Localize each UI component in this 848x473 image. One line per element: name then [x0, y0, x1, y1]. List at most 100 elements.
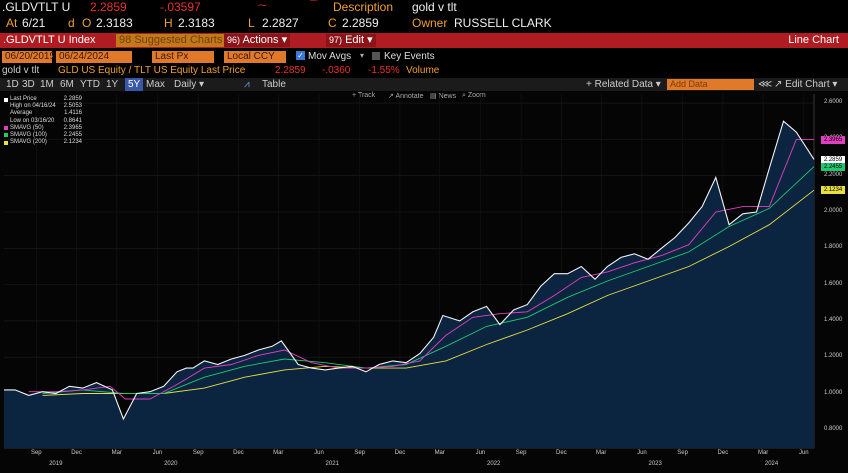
description-value: gold v tlt: [412, 0, 457, 14]
edit-label: Edit: [345, 34, 365, 46]
sma50-line: [28, 138, 814, 400]
x-month-label: Dec: [233, 450, 244, 456]
x-month-label: Sep: [677, 450, 688, 456]
header-row-2: At 6/21 d O 2.3183 H 2.3183 L 2.2827 C 2…: [0, 16, 848, 32]
series-name: gold v tlt: [2, 65, 40, 76]
legend-high: High on 04/16/24 2.5053: [10, 103, 82, 110]
key-events-checkbox[interactable]: [372, 52, 380, 60]
frequency-caret-icon: ▾: [199, 79, 205, 90]
related-label: Related Data: [594, 79, 653, 90]
x-month-label: Jun: [637, 450, 647, 456]
close-label: C: [328, 16, 337, 30]
end-date-field[interactable]: 06/24/2024: [56, 51, 132, 63]
news-tool[interactable]: ▤ News: [430, 92, 456, 100]
period-ytd[interactable]: YTD: [80, 79, 100, 90]
price-area: [4, 121, 814, 448]
title-bar: .GLDVTLT U Index 98 Suggested Charts 96)…: [0, 33, 848, 48]
x-month-label: Mar: [111, 450, 122, 456]
annotate-label: Annotate: [395, 93, 424, 100]
x-month-label: Jun: [152, 450, 163, 456]
start-date-field[interactable]: 06/20/2019: [2, 51, 55, 63]
x-month-label: Mar: [596, 450, 607, 456]
legend-last-price: Last Price 2.2859: [4, 96, 82, 103]
zoom-icon: ⌕: [462, 92, 466, 99]
x-year-label: 2024: [764, 461, 779, 467]
date-separator: -: [50, 51, 54, 62]
x-month-label: Mar: [434, 450, 445, 456]
x-month-label: Sep: [354, 450, 366, 456]
price-tag: 2.1234: [821, 185, 845, 194]
open-value: 2.3183: [96, 16, 133, 30]
period-3d[interactable]: 3D: [22, 79, 35, 90]
x-month-label: Mar: [757, 450, 769, 456]
legend-average: Average 1.4116: [10, 110, 82, 117]
x-month-label: Jun: [798, 450, 809, 456]
series-pct: -1.55%: [368, 65, 400, 76]
x-year-label: 2021: [325, 461, 339, 467]
chart-style-icon[interactable]: ⩘: [244, 79, 250, 90]
x-year-label: 2019: [49, 461, 63, 467]
series-change: -.0360: [322, 65, 351, 76]
y-tick-label: 1.8000: [824, 244, 843, 251]
settings-icon[interactable]: ⋘: [758, 79, 773, 90]
y-tick-label: 1.2000: [824, 353, 843, 360]
field-select[interactable]: Last Px: [152, 51, 214, 63]
suggested-label: Suggested Charts: [134, 34, 223, 46]
actions-caret-icon: ▾: [281, 34, 288, 46]
edit-menu[interactable]: 97) Edit ▾: [326, 34, 376, 47]
open-label: O: [82, 16, 92, 30]
legend-low: Low on 03/16/20 0.8641: [10, 117, 82, 124]
edit-chart-menu[interactable]: ↗ Edit Chart ▾: [774, 78, 837, 91]
price-tag: 2.3965: [821, 136, 845, 145]
header-row-1: .GLDVTLT U 2.2859 -.03597 ⁓ ⁀ Descriptio…: [0, 0, 848, 16]
period-1d[interactable]: 1D: [6, 79, 19, 90]
annotate-icon: ↗: [388, 93, 394, 100]
add-data-input[interactable]: Add Data: [667, 79, 754, 90]
related-data-menu[interactable]: + Related Data ▾: [586, 78, 661, 91]
series-value: 2.2859: [275, 65, 306, 76]
frequency-label: Daily: [174, 79, 197, 90]
price-line: [4, 120, 815, 421]
track-label: Track: [357, 92, 376, 99]
currency-select[interactable]: Local CCY: [224, 51, 286, 63]
track-tool[interactable]: + Track: [352, 92, 375, 99]
owner-label: Owner: [412, 16, 448, 30]
legend-sma50: SMAVG (50) 2.3965: [4, 125, 82, 132]
suggested-charts-button[interactable]: 98 Suggested Charts: [116, 34, 226, 47]
x-month-label: Jun: [475, 450, 486, 456]
quote-date: 6/21: [22, 16, 46, 30]
x-month-label: Sep: [515, 450, 527, 456]
period-6m[interactable]: 6M: [60, 79, 74, 90]
frequency-select[interactable]: Daily ▾: [174, 78, 204, 91]
low-label: L: [248, 16, 255, 30]
annotate-tool[interactable]: ↗ Annotate: [388, 92, 423, 100]
period-1m[interactable]: 1M: [40, 79, 54, 90]
x-month-label: Jun: [314, 450, 324, 456]
period-1y[interactable]: 1Y: [106, 79, 119, 90]
price-tag: 2.2859: [821, 156, 845, 165]
y-tick-label: 1.4000: [824, 316, 843, 323]
actions-menu[interactable]: 96) Actions ▾: [224, 34, 291, 47]
mini-trend-icon: ⁀: [310, 0, 318, 10]
mov-avgs-caret-icon[interactable]: ▾: [360, 51, 365, 60]
mov-avgs-checkbox[interactable]: ✓: [296, 51, 305, 60]
period-max[interactable]: Max: [146, 79, 165, 90]
table-button[interactable]: Table: [262, 79, 286, 90]
ticker[interactable]: .GLDVTLT U: [2, 0, 71, 14]
period-5y[interactable]: 5Y: [125, 78, 144, 91]
legend-sma200: SMAVG (200) 2.1234: [4, 139, 82, 146]
y-tick-label: 1.0000: [824, 389, 843, 396]
edit-chart-icon: ↗: [774, 79, 783, 90]
legend-swatch-last: [4, 97, 8, 102]
index-label[interactable]: .GLDVTLT U Index: [0, 34, 99, 47]
zoom-tool[interactable]: ⌕ Zoom: [462, 92, 486, 100]
last-price: 2.2859: [90, 0, 127, 14]
mini-sparkline-icon: ⁓: [258, 0, 267, 10]
x-year-label: 2020: [164, 461, 178, 467]
d-label: d: [68, 16, 75, 30]
x-year-label: 2023: [648, 461, 662, 467]
edit-chart-label: Edit Chart: [785, 79, 830, 90]
price-change: -.03597: [160, 0, 201, 14]
related-caret-icon: ▾: [655, 79, 661, 90]
